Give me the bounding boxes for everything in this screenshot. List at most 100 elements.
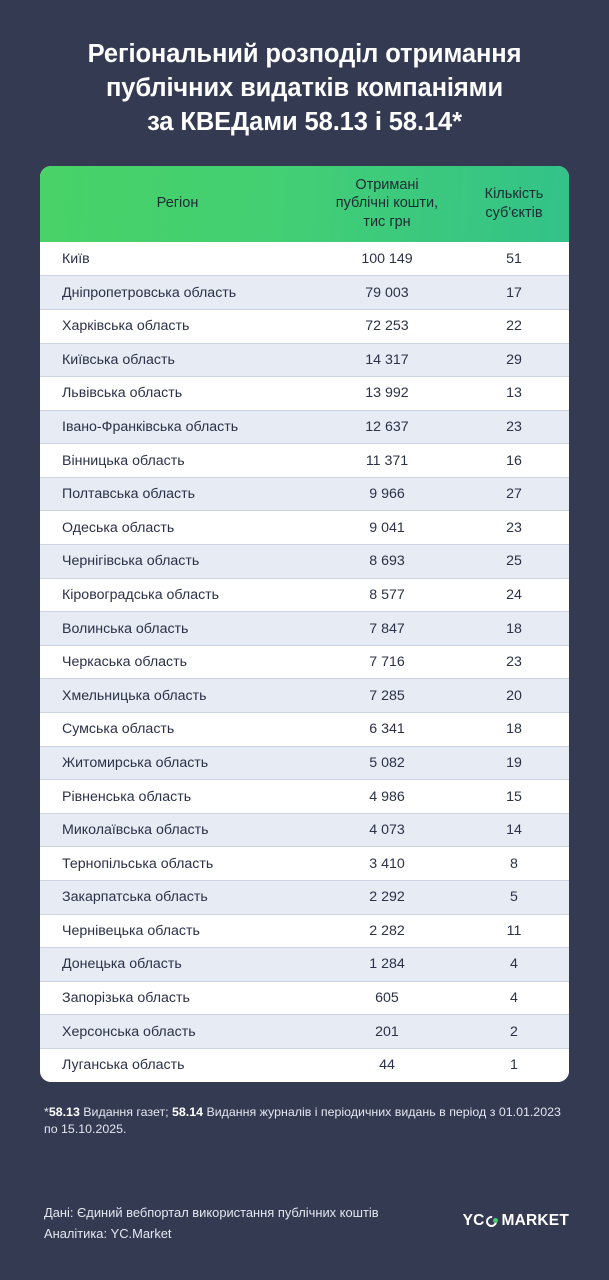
- table-row: Тернопільська область 3 410 8: [40, 846, 569, 880]
- cell-region: Львівська область: [62, 385, 183, 402]
- table-row: Хмельницька область 7 285 20: [40, 678, 569, 713]
- yc-market-logo: YC MARKET: [463, 1212, 569, 1230]
- cell-funds: 1 284: [369, 956, 405, 973]
- table-row: Вінницька область 11 371 16: [40, 443, 569, 477]
- cell-count: 2: [510, 1023, 518, 1040]
- cell-funds: 7 285: [369, 687, 405, 704]
- cell-funds: 5 082: [369, 754, 405, 771]
- credits-source: Дані: Єдиний вебпортал використання публ…: [44, 1205, 379, 1220]
- cell-count: 4: [510, 990, 518, 1007]
- column-header-count-line-2: суб'єктів: [485, 204, 543, 221]
- column-header-funds-line-2: публічні кошти,: [335, 195, 439, 212]
- cell-funds: 14 317: [365, 351, 409, 368]
- cell-funds: 201: [375, 1023, 399, 1040]
- cell-region: Житомирська область: [62, 754, 209, 771]
- cell-region: Харківська область: [62, 318, 190, 335]
- footnote-code-2: 58.14: [172, 1104, 204, 1119]
- table-row: Кіровоградська область 8 577 24: [40, 577, 569, 612]
- cell-count: 14: [506, 822, 522, 839]
- cell-count: 22: [506, 318, 522, 335]
- table-header-row: Регіон Отримані публічні кошти, тис грн …: [40, 165, 569, 242]
- cell-region: Черкаська область: [62, 654, 188, 671]
- cell-count: 20: [506, 687, 522, 704]
- table-row: Волинська область 7 847 18: [40, 611, 569, 645]
- cell-count: 23: [506, 654, 522, 671]
- footnote: *58.13 Видання газет; 58.14 Видання журн…: [44, 1104, 565, 1139]
- cell-region: Київ: [62, 250, 90, 267]
- cell-region: Закарпатська область: [62, 889, 208, 906]
- cell-count: 24: [506, 586, 522, 603]
- cell-region: Херсонська область: [62, 1023, 196, 1040]
- cell-funds: 9 041: [369, 519, 405, 536]
- cell-funds: 4 986: [369, 788, 405, 805]
- table-row: Дніпропетровська область 79 003 17: [40, 275, 569, 309]
- cell-region: Чернігівська область: [62, 553, 200, 570]
- credits-text: Дані: Єдиний вебпортал використання публ…: [44, 1203, 379, 1245]
- cell-count: 29: [506, 351, 522, 368]
- cell-region: Запорізька область: [62, 990, 190, 1007]
- cell-count: 19: [506, 754, 522, 771]
- cell-count: 23: [506, 519, 522, 536]
- column-header-funds-line-3: тис грн: [363, 213, 411, 230]
- column-header-count-line-1: Кількість: [484, 186, 544, 203]
- cell-funds: 79 003: [365, 284, 409, 301]
- cell-count: 4: [510, 956, 518, 973]
- cell-count: 1: [510, 1057, 518, 1074]
- table-row: Полтавська область 9 966 27: [40, 476, 569, 511]
- footnote-text-1: Видання газет;: [79, 1104, 173, 1119]
- cell-count: 25: [506, 553, 522, 570]
- cell-count: 13: [506, 385, 522, 402]
- cell-region: Волинська область: [62, 620, 189, 637]
- table-row: Чернівецька область 2 282 11: [40, 913, 569, 948]
- logo-suffix-text: MARKET: [501, 1212, 569, 1229]
- cell-region: Вінницька область: [62, 452, 185, 469]
- table-row: Донецька область 1 284 4: [40, 947, 569, 981]
- page-title-line-2: публічних видатків компаніями: [105, 73, 504, 102]
- footnote-star: *: [44, 1104, 49, 1119]
- cell-region: Луганська область: [62, 1057, 185, 1074]
- cell-count: 15: [506, 788, 522, 805]
- cell-region: Івано-Франківська область: [62, 418, 239, 435]
- cell-count: 17: [506, 284, 522, 301]
- cell-funds: 11 371: [365, 452, 409, 469]
- page-title-line-3: за КВЕДами 58.13 і 58.14*: [147, 107, 462, 136]
- table-row: Закарпатська область 2 292 5: [40, 880, 569, 914]
- cell-count: 11: [506, 922, 522, 939]
- cell-region: Хмельницька область: [62, 687, 207, 704]
- credits: Дані: Єдиний вебпортал використання публ…: [44, 1203, 569, 1245]
- table-row: Луганська область 44 1: [40, 1047, 569, 1082]
- column-header-region-label: Регіон: [156, 195, 199, 212]
- cell-count: 18: [506, 721, 522, 738]
- table-row: Харківська область 72 253 22: [40, 308, 569, 343]
- cell-count: 8: [510, 855, 518, 872]
- footnote-text-2: Видання журналів і періодичних видань в …: [44, 1104, 561, 1137]
- column-header-funds-line-1: Отримані: [355, 176, 419, 193]
- cell-region: Полтавська область: [62, 486, 196, 503]
- table-row: Миколаївська область 4 073 14: [40, 812, 569, 847]
- cell-funds: 4 073: [369, 822, 405, 839]
- cell-count: 5: [510, 889, 518, 906]
- cell-funds: 2 292: [369, 889, 405, 906]
- table-row: Житомирська область 5 082 19: [40, 745, 569, 780]
- cell-funds: 100 149: [361, 250, 413, 267]
- table-row: Запорізька область 605 4: [40, 980, 569, 1015]
- cell-region: Чернівецька область: [62, 922, 200, 939]
- regions-table: Регіон Отримані публічні кошти, тис грн …: [40, 165, 569, 1082]
- column-header-region: Регіон: [40, 194, 315, 213]
- table-row: Черкаська область 7 716 23: [40, 644, 569, 679]
- cell-region: Сумська область: [62, 721, 175, 738]
- table-body: Київ 100 149 51 Дніпропетровська область 79 …: [40, 241, 569, 1082]
- footnote-code-1: 58.13: [48, 1104, 80, 1119]
- cell-region: Тернопільська область: [62, 855, 214, 872]
- cell-funds: 8 693: [369, 553, 405, 570]
- cell-region: Рівненська область: [62, 788, 192, 805]
- table-row: Львівська область 13 992 13: [40, 376, 569, 410]
- table-row: Київ 100 149 51: [40, 241, 569, 276]
- cell-count: 18: [506, 620, 522, 637]
- cell-funds: 6 341: [369, 721, 405, 738]
- cell-region: Київська область: [62, 351, 175, 368]
- cell-count: 51: [506, 250, 522, 267]
- cell-count: 16: [506, 452, 522, 469]
- table-row: Херсонська область 201 2: [40, 1014, 569, 1048]
